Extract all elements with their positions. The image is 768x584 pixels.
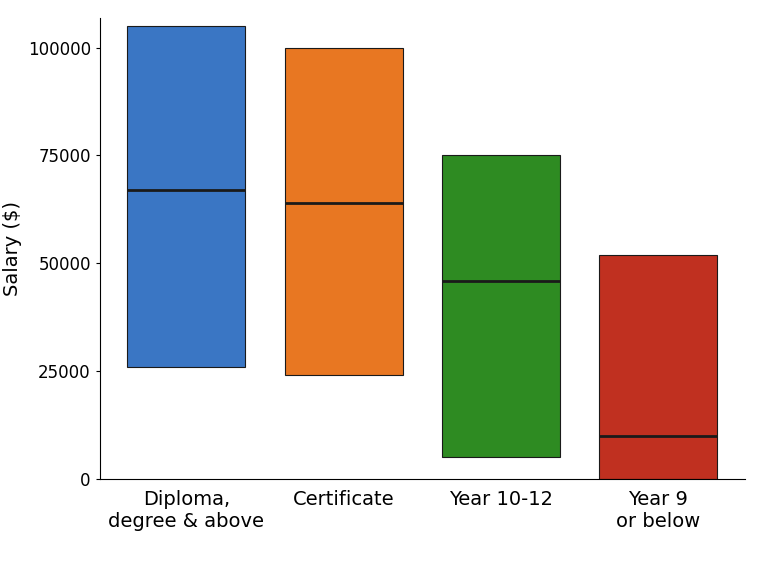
- Y-axis label: Salary ($): Salary ($): [3, 201, 22, 296]
- Bar: [599, 255, 717, 479]
- Bar: [285, 48, 402, 376]
- Bar: [127, 26, 246, 367]
- Bar: [442, 155, 560, 457]
